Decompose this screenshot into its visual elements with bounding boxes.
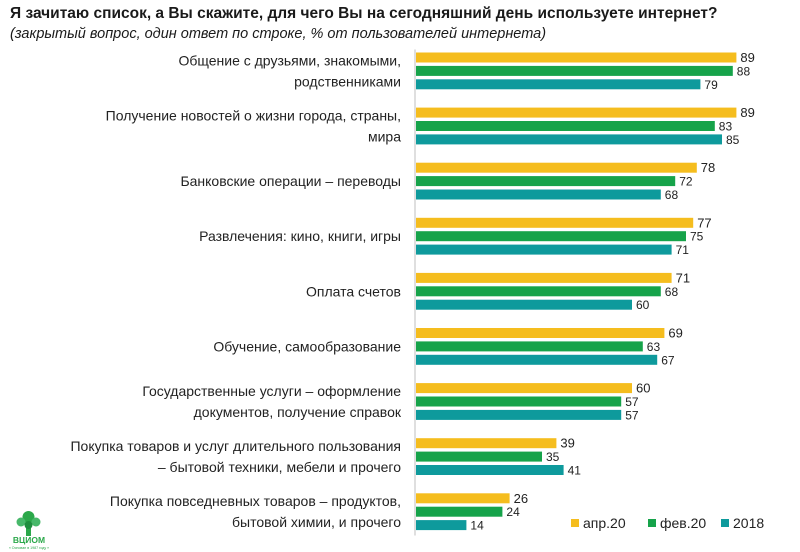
logo-tree-icon <box>16 511 41 536</box>
bar <box>416 217 694 228</box>
bar <box>416 121 715 131</box>
bar <box>416 134 722 145</box>
category-label: – бытовой техники, мебели и прочего <box>158 459 401 475</box>
bar <box>416 396 622 407</box>
category-label: документов, получение справок <box>194 404 402 420</box>
data-label: 71 <box>676 270 690 285</box>
data-label: 85 <box>726 133 740 147</box>
bar <box>416 52 737 63</box>
data-label: 89 <box>740 50 754 65</box>
data-label: 41 <box>568 464 582 478</box>
data-label: 24 <box>506 505 520 519</box>
legend-label: апр.20 <box>583 515 626 531</box>
data-label: 63 <box>647 340 661 354</box>
logo-text: ВЦИОМ <box>13 535 45 545</box>
category-label: Покупка товаров и услуг длительного поль… <box>70 438 401 454</box>
bar <box>416 286 661 297</box>
data-label: 78 <box>701 160 715 175</box>
logo-tagline: « Основан в 1987 году » <box>9 546 49 550</box>
data-label: 60 <box>636 298 650 312</box>
category-label: Оплата счетов <box>306 283 401 299</box>
data-label: 39 <box>560 436 574 451</box>
category-label: Покупка повседневных товаров – продуктов… <box>110 493 401 509</box>
bar <box>416 451 542 462</box>
legend-swatch <box>571 519 579 527</box>
data-label: 71 <box>676 243 690 257</box>
bar <box>416 107 737 118</box>
data-label: 26 <box>514 491 528 506</box>
category-label: мира <box>368 129 401 145</box>
data-label: 67 <box>661 353 675 367</box>
legend-label: 2018 <box>733 515 764 531</box>
data-label: 72 <box>679 175 693 189</box>
category-label: Получение новостей о жизни города, стран… <box>106 108 401 124</box>
data-label: 83 <box>719 120 733 134</box>
bar <box>416 520 467 531</box>
legend-label: фев.20 <box>660 515 706 531</box>
data-label: 88 <box>737 64 751 78</box>
category-label: Банковские операции – переводы <box>180 173 401 189</box>
data-label: 77 <box>697 215 711 230</box>
bar <box>416 162 697 173</box>
data-label: 35 <box>546 450 560 464</box>
bar <box>416 65 733 76</box>
category-label: бытовой химии, и прочего <box>232 514 401 530</box>
vciom-logo: ВЦИОМ « Основан в 1987 году » <box>9 511 49 550</box>
bar <box>416 438 557 449</box>
bar <box>416 231 686 242</box>
data-label: 75 <box>690 230 704 244</box>
chart-title: Я зачитаю список, а Вы скажите, для чего… <box>10 5 718 22</box>
category-label: Развлечения: кино, книги, игры <box>199 228 401 244</box>
bar <box>416 272 672 283</box>
bar <box>416 354 658 365</box>
data-label: 60 <box>636 381 650 396</box>
category-label: родственниками <box>294 73 401 89</box>
legend-swatch <box>721 519 729 527</box>
bar <box>416 299 632 310</box>
data-label: 57 <box>625 408 639 422</box>
category-label: Государственные услуги – оформление <box>142 383 401 399</box>
chart-subtitle: (закрытый вопрос, один ответ по строке, … <box>10 26 547 42</box>
category-label: Обучение, самообразование <box>213 338 401 354</box>
data-label: 57 <box>625 395 639 409</box>
legend-swatch <box>648 519 656 527</box>
category-label: Общение с друзьями, знакомыми, <box>178 52 401 68</box>
data-label: 69 <box>668 326 682 341</box>
bar <box>416 341 643 352</box>
bar <box>416 176 676 187</box>
bar <box>416 244 672 255</box>
data-label: 68 <box>665 285 679 299</box>
data-label: 14 <box>470 519 484 533</box>
bar <box>416 465 564 475</box>
bar <box>416 328 665 338</box>
data-label: 68 <box>665 188 679 202</box>
bar <box>416 506 503 517</box>
bar <box>416 409 622 420</box>
bar <box>416 383 632 394</box>
bar <box>416 79 701 90</box>
bar <box>416 493 510 504</box>
bar <box>416 189 661 200</box>
data-label: 89 <box>740 105 754 120</box>
data-label: 79 <box>704 78 718 92</box>
